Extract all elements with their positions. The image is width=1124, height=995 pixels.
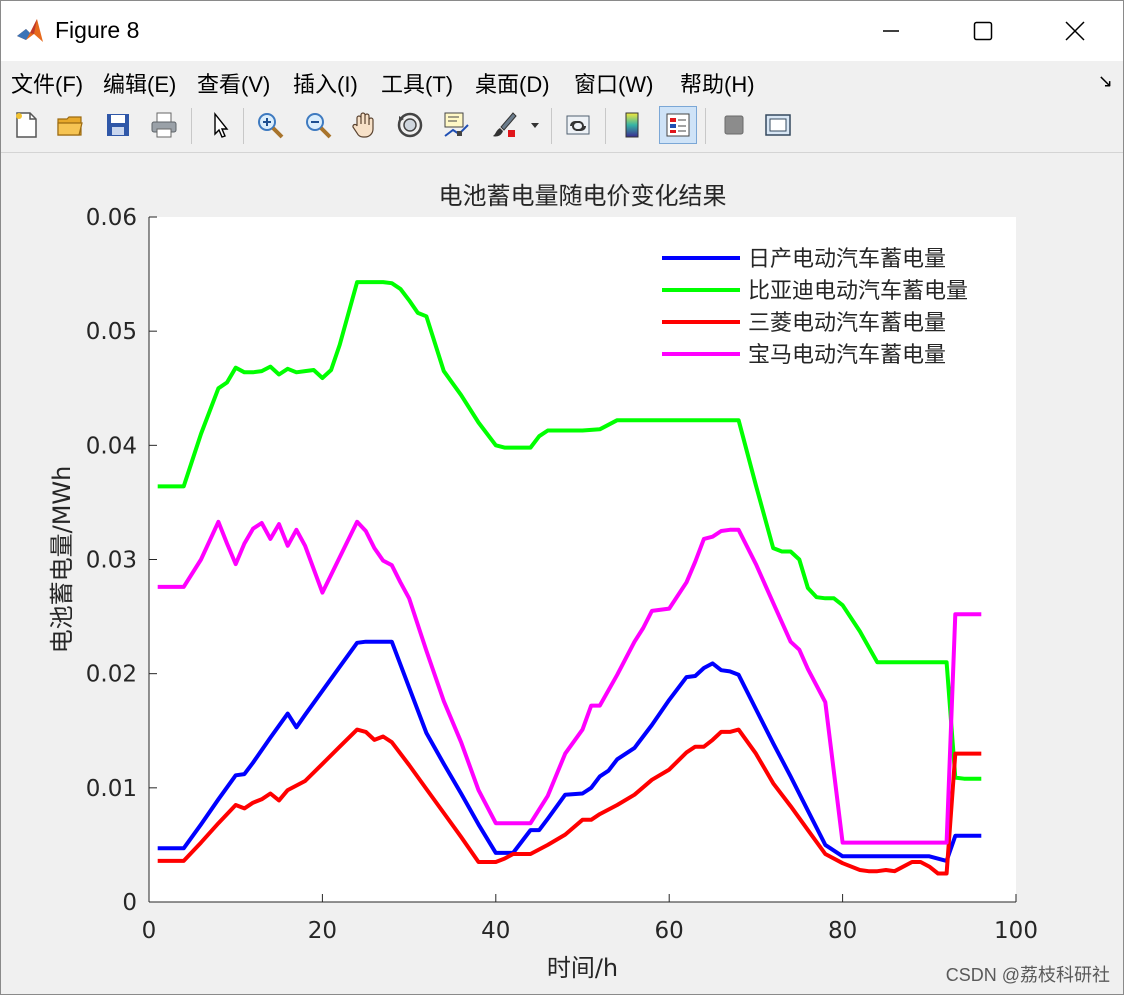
zoom-out-button[interactable] <box>299 106 337 144</box>
menu-window[interactable]: 窗口(W) <box>574 72 654 97</box>
matlab-logo-icon <box>15 16 45 46</box>
zoom-in-button[interactable] <box>251 106 289 144</box>
window-title: Figure 8 <box>55 17 140 43</box>
print-button[interactable] <box>145 106 183 144</box>
x-tick-label: 60 <box>655 918 684 944</box>
new-figure-button[interactable] <box>7 106 45 144</box>
maximize-icon <box>973 21 993 41</box>
y-tick-label: 0.02 <box>86 662 137 688</box>
title-bar[interactable]: Figure 8 <box>1 1 1123 61</box>
x-axis-label: 时间/h <box>547 954 618 982</box>
menu-help[interactable]: 帮助(H) <box>680 72 755 97</box>
legend-button[interactable] <box>659 106 697 144</box>
brush-dropdown[interactable] <box>525 106 545 144</box>
link-plot-button[interactable] <box>559 106 597 144</box>
menu-tools[interactable]: 工具(T) <box>381 72 454 97</box>
y-tick-label: 0.04 <box>86 433 137 459</box>
colorbar-button[interactable] <box>613 106 651 144</box>
legend-label-0: 日产电动汽车蓄电量 <box>748 247 946 272</box>
select-pointer-icon <box>214 112 229 138</box>
toolbar-separator <box>605 108 606 144</box>
x-tick-label: 40 <box>481 918 510 944</box>
link-plot-icon <box>566 115 590 135</box>
menu-desktop[interactable]: 桌面(D) <box>475 72 550 97</box>
legend-label-3: 宝马电动汽车蓄电量 <box>748 343 946 368</box>
series-line-3 <box>157 519 982 845</box>
y-tick-label: 0.06 <box>86 205 137 231</box>
toolbar-separator <box>551 108 552 144</box>
legend-icon <box>666 113 690 137</box>
legend-label-2: 三菱电动汽车蓄电量 <box>748 311 946 336</box>
minimize-icon <box>883 30 899 32</box>
data-cursor-button[interactable] <box>437 106 475 144</box>
show-plot-tools-button[interactable] <box>759 106 797 144</box>
zoom-out-icon <box>306 113 332 139</box>
zoom-in-icon <box>258 113 284 139</box>
close-icon <box>1065 21 1085 41</box>
toolbar-separator <box>191 108 192 144</box>
hide-plot-tools-icon <box>724 115 744 135</box>
open-file-icon <box>57 116 83 136</box>
menu-bar: 文件(F) 编辑(E) 查看(V) 插入(I) 工具(T) 桌面(D) 窗口(W… <box>1 61 1123 99</box>
open-file-button[interactable] <box>51 106 89 144</box>
legend-label-1: 比亚迪电动汽车蓄电量 <box>748 279 968 304</box>
y-axis-label: 电池蓄电量/MWh <box>48 466 76 654</box>
toolbar-separator <box>705 108 706 144</box>
menu-edit[interactable]: 编辑(E) <box>103 72 177 97</box>
figure-toolbar <box>1 100 1123 153</box>
y-tick-label: 0.03 <box>86 548 137 574</box>
maximize-button[interactable] <box>937 1 1029 61</box>
x-tick-label: 0 <box>142 918 157 944</box>
x-tick-label: 100 <box>994 918 1038 944</box>
colorbar-icon <box>625 112 639 138</box>
toolbar-separator <box>243 108 244 144</box>
dock-arrow-icon[interactable]: ↘ <box>1097 71 1113 91</box>
minimize-button[interactable] <box>845 1 937 61</box>
print-icon <box>151 112 177 138</box>
chart-title: 电池蓄电量随电价变化结果 <box>439 182 727 210</box>
y-tick-label: 0 <box>122 890 137 916</box>
x-tick-label: 20 <box>308 918 337 944</box>
menu-view[interactable]: 查看(V) <box>197 72 271 97</box>
save-icon <box>107 114 129 136</box>
series-line-2 <box>157 727 982 876</box>
watermark: CSDN @荔枝科研社 <box>945 965 1110 985</box>
brush-button[interactable] <box>485 106 523 144</box>
axis-ticks: 0 20 40 60 80 100 0 0.01 0.02 0.03 0.04 0.05 0.06 <box>86 205 1038 944</box>
menu-file[interactable]: 文件(F) <box>11 72 84 97</box>
pan-hand-icon <box>352 112 374 138</box>
pan-hand-button[interactable] <box>345 106 383 144</box>
x-tick-label: 80 <box>828 918 857 944</box>
chevron-down-icon <box>531 123 539 128</box>
select-pointer-button[interactable] <box>201 106 239 144</box>
y-tick-label: 0.05 <box>86 319 137 345</box>
new-figure-icon <box>16 112 37 138</box>
y-tick-label: 0.01 <box>86 776 137 802</box>
series-group <box>157 280 982 876</box>
rotate-3d-icon <box>397 112 423 138</box>
chart: 0 20 40 60 80 100 0 0.01 0.02 0.03 0.04 0.05 0.06 电池… <box>48 182 1038 982</box>
show-plot-tools-icon <box>765 114 791 136</box>
series-line-0 <box>157 639 982 863</box>
save-button[interactable] <box>99 106 137 144</box>
close-button[interactable] <box>1029 1 1121 61</box>
brush-icon <box>493 112 517 137</box>
menu-insert[interactable]: 插入(I) <box>293 72 358 97</box>
hide-plot-tools-button[interactable] <box>715 106 753 144</box>
series-line-1 <box>157 280 982 781</box>
data-cursor-icon <box>444 112 469 137</box>
rotate-3d-button[interactable] <box>391 106 429 144</box>
